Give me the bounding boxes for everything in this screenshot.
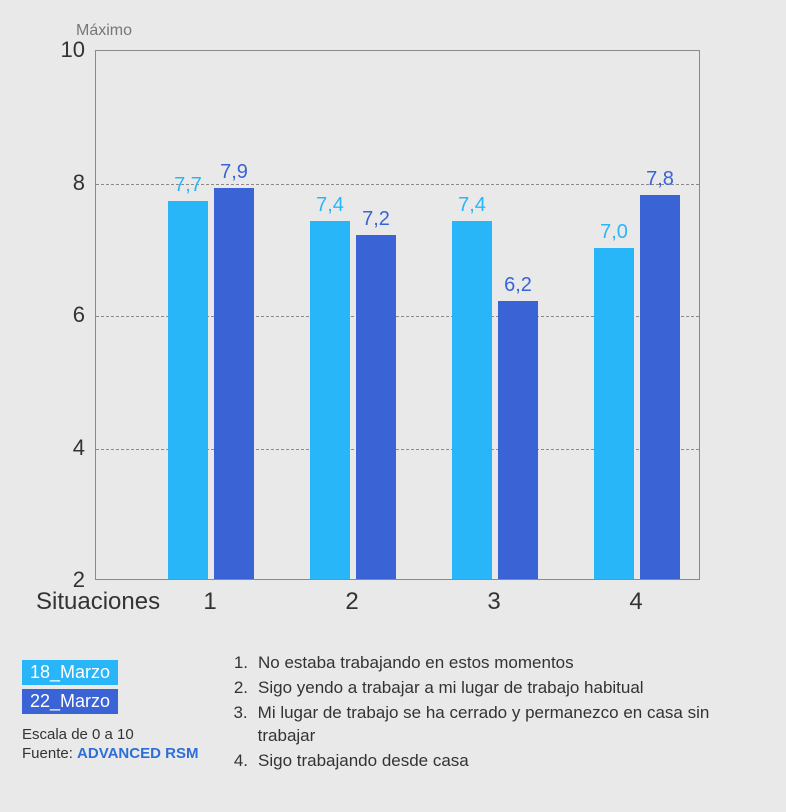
definition-row: 3.Mi lugar de trabajo se ha cerrado y pe… [230,702,762,748]
plot-area: 7,7 7,9 7,4 7,2 7,4 6,2 7,0 7,8 [95,50,700,580]
bar [498,301,538,579]
y-tick: 4 [55,435,85,461]
definition-text: Mi lugar de trabajo se ha cerrado y perm… [258,702,762,748]
footer: 18_Marzo 22_Marzo Escala de 0 a 10 Fuente:… [22,652,762,775]
definition-text: Sigo yendo a trabajar a mi lugar de trab… [258,677,644,700]
scale-note: Escala de 0 a 10 [22,726,212,743]
definition-text: Sigo trabajando desde casa [258,750,469,773]
source-line: Fuente: ADVANCED RSM [22,745,212,762]
bar [452,221,492,579]
bar-value-label: 7,9 [220,161,248,184]
definition-number: 3. [230,702,248,748]
bar [168,201,208,579]
bar [640,195,680,579]
y-tick: 8 [55,170,85,196]
legend: 18_Marzo 22_Marzo Escala de 0 a 10 Fuente:… [22,652,212,762]
x-tick: 3 [487,588,500,616]
chart-area: Máximo 7,77,97,47,27,46,27,07,8 Situacio… [0,0,786,640]
y-tick: 10 [55,37,85,63]
bar-value-label: 7,8 [646,168,674,191]
bar-value-label: 6,2 [504,274,532,297]
bar-value-label: 7,4 [458,194,486,217]
bar [594,248,634,579]
definition-list: 1. No estaba trabajando en estos momentos… [230,652,762,775]
bar-value-label: 7,4 [316,194,344,217]
legend-item: 18_Marzo [22,660,118,685]
legend-item: 22_Marzo [22,689,118,714]
definition-row: 1. No estaba trabajando en estos momentos [230,652,762,675]
x-tick: 2 [345,588,358,616]
bar [214,188,254,579]
bar-value-label: 7,7 [174,174,202,197]
definition-row: 2. Sigo yendo a trabajar a mi lugar de tr… [230,677,762,700]
source-label: Fuente: [22,745,77,762]
bar-value-label: 7,0 [600,221,628,244]
definition-number: 2. [230,677,248,700]
y-tick: 6 [55,302,85,328]
bar [310,221,350,579]
x-tick: 4 [629,588,642,616]
definition-number: 4. [230,750,248,773]
definition-number: 1. [230,652,248,675]
x-tick: 1 [203,588,216,616]
source-link[interactable]: ADVANCED RSM [77,745,198,762]
bar-value-label: 7,2 [362,208,390,231]
y-tick: 2 [55,567,85,593]
bar [356,235,396,580]
definition-row: 4. Sigo trabajando desde casa [230,750,762,773]
definition-text: No estaba trabajando en estos momentos [258,652,574,675]
